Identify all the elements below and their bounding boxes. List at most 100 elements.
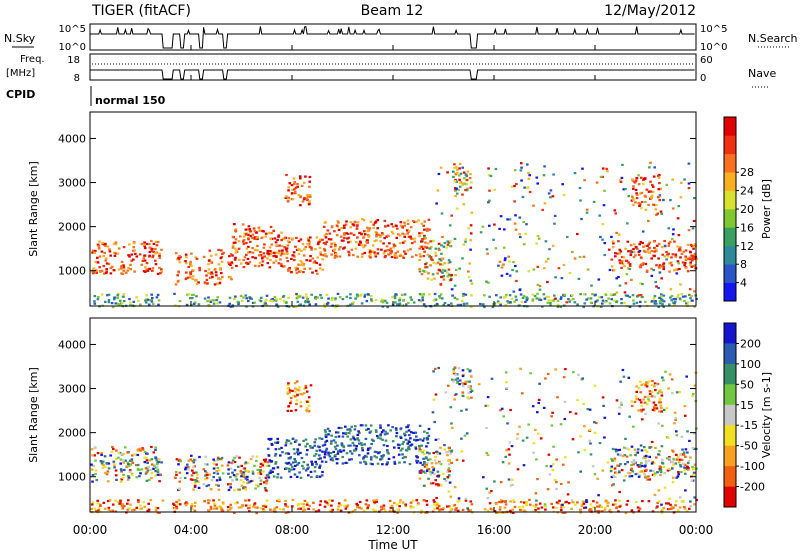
data-cell [293,458,296,461]
data-cell [414,447,418,450]
data-cell [433,459,437,462]
data-cell [316,445,320,448]
data-cell [386,451,389,454]
data-cell [439,166,443,169]
data-cell [253,503,256,506]
data-cell [158,458,161,461]
data-cell [379,240,382,243]
data-cell [651,460,655,464]
data-cell [318,267,322,270]
data-cell [99,504,102,507]
data-cell [315,475,319,478]
data-cell [499,409,502,412]
data-cell [309,446,313,449]
data-cell [128,255,131,258]
data-cell [418,447,421,450]
data-cell [208,499,211,502]
data-cell [579,509,582,512]
data-cell [679,465,683,468]
data-cell [296,449,300,452]
data-cell [613,467,617,470]
data-cell [419,300,423,303]
data-cell [460,437,463,440]
data-cell [656,501,659,504]
data-cell [662,265,665,269]
data-cell [603,301,607,304]
data-cell [292,468,296,471]
data-cell [395,435,398,438]
data-cell [626,294,630,297]
data-cell [630,467,633,470]
data-cell [459,185,462,188]
data-cell [447,384,450,387]
data-cell [361,449,364,452]
data-cell [234,475,238,478]
data-cell [253,301,257,304]
data-cell [515,298,518,301]
data-cell [246,475,249,478]
data-cell [623,265,626,268]
data-cell [440,257,444,260]
data-cell [91,454,94,457]
data-cell [334,252,338,255]
data-cell [396,303,399,306]
data-cell [459,303,462,306]
data-cell [300,184,304,187]
data-cell [393,462,397,465]
data-cell [389,247,393,250]
data-cell [238,456,241,459]
data-cell [692,432,696,435]
data-cell [249,235,253,238]
data-cell [652,175,656,178]
data-cell [374,298,378,302]
data-cell [313,441,317,444]
data-cell [645,269,649,272]
data-cell [637,387,641,390]
data-cell [673,422,676,425]
data-cell [150,300,154,303]
data-cell [622,375,626,378]
data-cell [384,439,388,442]
data-cell [251,233,255,236]
data-cell [419,245,422,248]
data-cell [455,393,458,396]
data-cell [364,503,368,506]
data-cell [118,502,122,505]
data-cell [132,300,136,303]
data-cell [695,297,698,300]
data-cell [455,207,459,210]
data-cell [395,227,399,230]
data-cell [486,404,490,407]
data-cell [135,296,138,299]
data-cell [102,501,106,504]
data-cell [305,259,308,262]
data-cell [577,277,581,280]
data-cell [640,470,643,473]
data-cell [214,253,218,256]
data-cell [93,302,97,305]
data-cell [650,267,653,270]
data-cell [421,463,424,467]
data-cell [562,376,566,379]
data-cell [265,464,269,467]
data-cell [453,398,456,401]
data-cell [264,302,267,305]
data-cell [156,466,159,469]
data-cell [120,304,123,307]
data-cell [356,438,360,441]
data-cell [334,254,337,257]
data-cell [392,246,395,249]
data-cell [380,248,383,251]
data-cell [396,508,400,511]
data-cell [639,391,643,394]
data-cell [120,260,124,263]
data-cell [91,251,94,254]
data-cell [645,395,649,398]
data-cell [652,462,656,465]
data-cell [304,245,307,249]
data-cell [145,471,149,474]
data-cell [346,435,349,438]
data-cell [518,233,521,236]
data-cell [173,292,176,295]
data-cell [544,377,547,380]
